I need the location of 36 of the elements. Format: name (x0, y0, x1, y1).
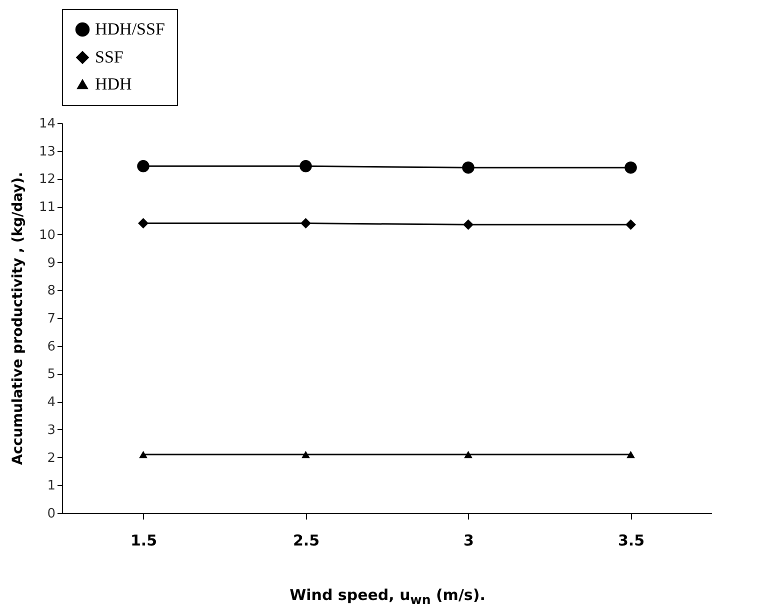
point (626, 450, 635, 458)
legend-label: HDH/SSF (95, 20, 165, 38)
point (139, 450, 148, 458)
y-tick-label: 2 (47, 450, 56, 466)
y-tick-label: 12 (38, 172, 56, 188)
y-tick-label: 8 (47, 284, 56, 299)
y-tick-label: 3 (47, 422, 56, 438)
point (138, 218, 148, 229)
point (464, 450, 472, 458)
x-tick-label: 2.5 (292, 532, 320, 550)
point (624, 161, 637, 174)
legend-label: SSF (95, 48, 124, 66)
point (300, 160, 312, 172)
y-tick-label: 11 (38, 200, 56, 216)
point (137, 160, 150, 172)
y-tick-label: 14 (38, 116, 56, 132)
point (300, 218, 311, 229)
y-tick-label: 1 (47, 478, 56, 494)
y-tick-label: 6 (47, 339, 56, 354)
y-tick-label: 13 (38, 144, 56, 160)
point (462, 161, 474, 174)
y-tick-label: 5 (47, 367, 56, 382)
legend-label: HDH (95, 74, 132, 94)
point (302, 450, 310, 458)
y-axis-title: Accumulative productivity , (kg/day). (10, 172, 26, 466)
y-tick-label: 9 (47, 256, 56, 271)
y-tick-label: 0 (47, 506, 56, 522)
x-tick-label: 1.5 (130, 532, 158, 550)
y-tick-label: 7 (47, 312, 56, 326)
x-tick-label: 3.5 (618, 532, 645, 550)
point (626, 219, 636, 230)
x-tick-label: 3 (464, 532, 474, 550)
y-tick-label: 4 (47, 395, 56, 410)
x-axis-title: Wind speed, u$_{wn}$ (m/s). (288, 586, 486, 607)
point (463, 219, 474, 230)
y-tick-label: 10 (38, 228, 56, 243)
